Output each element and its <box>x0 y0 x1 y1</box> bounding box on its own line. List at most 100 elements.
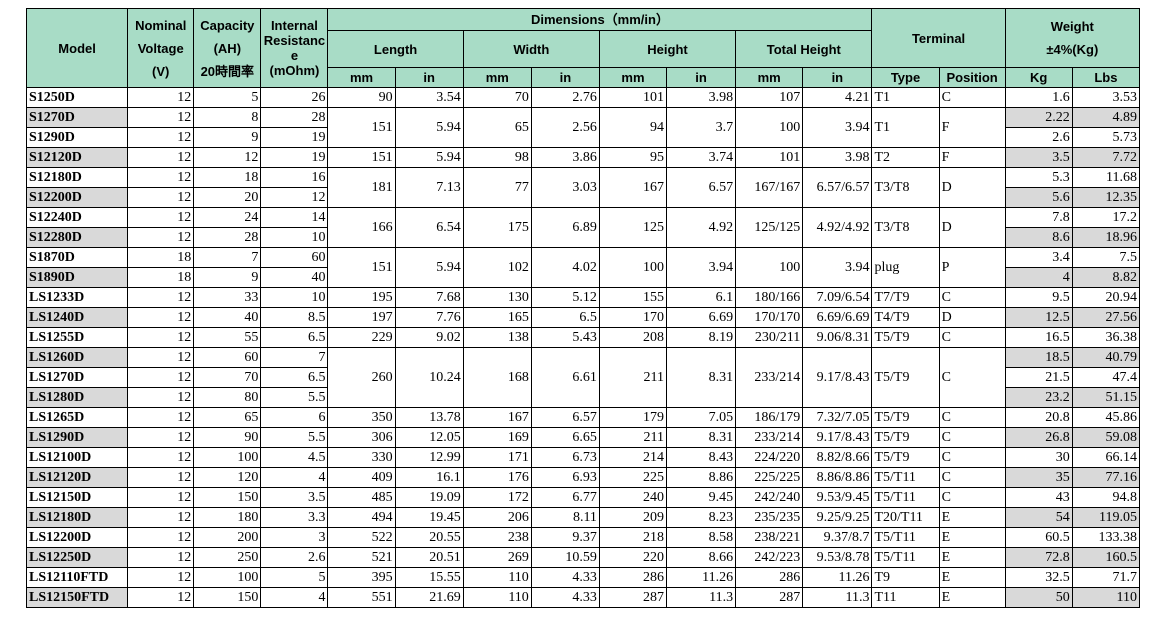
table-row: LS1280D 12 80 5.5 23.2 51.15 <box>25 387 1141 408</box>
cell-total-height-mm: 233/214 <box>735 427 804 448</box>
cell-width-in: 6.93 <box>530 467 600 488</box>
cell-total-height-mm: 242/240 <box>735 487 804 508</box>
cell-width-mm: 172 <box>462 487 532 508</box>
cell-model: LS12110FTD <box>25 567 129 588</box>
cell-total-height-mm: 242/223 <box>735 547 804 568</box>
header-capacity-line1: Capacity <box>200 17 255 33</box>
cell-width-in: 4.02 <box>530 247 600 288</box>
cell-width-mm: 171 <box>462 447 532 468</box>
cell-width-in: 6.73 <box>530 447 600 468</box>
cell-capacity: 9 <box>193 127 262 148</box>
cell-model: S1290D <box>25 127 129 148</box>
cell-resistance: 26 <box>260 87 329 108</box>
cell-width-in: 6.57 <box>530 407 600 428</box>
cell-height-in: 3.98 <box>666 87 737 108</box>
cell-model: LS1290D <box>25 427 129 448</box>
cell-length-mm: 350 <box>327 407 396 428</box>
cell-width-mm: 65 <box>462 107 532 148</box>
cell-terminal-position: C <box>938 327 1006 348</box>
cell-capacity: 7 <box>193 247 262 268</box>
cell-resistance: 28 <box>260 107 329 128</box>
cell-model: S1270D <box>25 107 129 128</box>
cell-terminal-type: T5/T11 <box>871 547 940 568</box>
cell-width-in: 4.33 <box>530 587 600 608</box>
cell-length-mm: 260 <box>327 347 396 408</box>
battery-spec-table: Model Nominal Voltage (V) Capacity (AH) … <box>25 8 1141 608</box>
cell-model: LS1270D <box>25 367 129 388</box>
cell-voltage: 12 <box>127 487 195 508</box>
table-row: S1870D 18 7 60 151 5.94 102 4.02 100 3.94 100 3.94 p… <box>25 247 1141 288</box>
cell-weight-kg: 60.5 <box>1004 527 1073 548</box>
cell-weight-kg: 30 <box>1004 447 1073 468</box>
cell-total-height-in: 8.86/8.86 <box>802 467 873 488</box>
cell-terminal-type: T20/T11 <box>871 507 940 528</box>
header-weight-line1: Weight <box>1050 19 1094 34</box>
cell-weight-lbs: 12.35 <box>1071 187 1141 208</box>
cell-terminal-position: D <box>938 307 1006 328</box>
cell-model: LS12250D <box>25 547 129 568</box>
cell-voltage: 12 <box>127 567 195 588</box>
cell-weight-kg: 9.5 <box>1004 287 1073 308</box>
header-weight-kg: Kg <box>1004 67 1073 88</box>
table-row: LS12250D 12 250 2.6 521 20.51 269 10.59 220 8.66 2… <box>25 547 1141 568</box>
cell-length-in: 19.45 <box>394 507 464 528</box>
cell-width-mm: 70 <box>462 87 532 108</box>
cell-weight-kg: 3.4 <box>1004 247 1073 268</box>
table-row: LS1255D 12 55 6.5 229 9.02 138 5.43 208 8.19 230/2… <box>25 327 1141 348</box>
cell-height-in: 6.57 <box>666 167 737 208</box>
header-voltage-line3: (V) <box>152 63 170 79</box>
cell-capacity: 100 <box>193 447 262 468</box>
cell-total-height-mm: 125/125 <box>735 207 804 248</box>
table-header: Model Nominal Voltage (V) Capacity (AH) … <box>25 8 1141 88</box>
cell-height-in: 6.69 <box>666 307 737 328</box>
cell-weight-kg: 72.8 <box>1004 547 1073 568</box>
cell-voltage: 12 <box>127 587 195 608</box>
cell-length-mm: 395 <box>327 567 396 588</box>
cell-total-height-in: 8.82/8.66 <box>802 447 873 468</box>
cell-total-height-in: 7.09/6.54 <box>802 287 873 308</box>
cell-length-in: 19.09 <box>394 487 464 508</box>
table-row: LS12180D 12 180 3.3 494 19.45 206 8.11 209 8.23 23… <box>25 507 1141 528</box>
cell-total-height-mm: 233/214 <box>735 347 804 408</box>
cell-resistance: 4.5 <box>260 447 329 468</box>
table-row: LS12120D 12 120 4 409 16.1 176 6.93 225 8.86 225/2… <box>25 467 1141 488</box>
cell-model: LS12120D <box>25 467 129 488</box>
header-total-height-mm: mm <box>735 67 804 88</box>
cell-total-height-mm: 287 <box>735 587 804 608</box>
cell-terminal-position: F <box>938 107 1006 148</box>
cell-total-height-mm: 235/235 <box>735 507 804 528</box>
table-body: S1250D 12 5 26 90 3.54 70 2.76 101 3.98 107 4.21 T1 C… <box>25 87 1141 608</box>
cell-model: S12280D <box>25 227 129 248</box>
cell-weight-lbs: 133.38 <box>1071 527 1141 548</box>
cell-resistance: 3 <box>260 527 329 548</box>
cell-weight-lbs: 40.79 <box>1071 347 1141 368</box>
cell-terminal-type: T5/T9 <box>871 327 940 348</box>
cell-length-in: 20.55 <box>394 527 464 548</box>
cell-weight-lbs: 51.15 <box>1071 387 1141 408</box>
cell-length-in: 12.05 <box>394 427 464 448</box>
cell-width-mm: 138 <box>462 327 532 348</box>
cell-total-height-in: 4.92/4.92 <box>802 207 873 248</box>
cell-terminal-type: T1 <box>871 107 940 148</box>
cell-total-height-in: 9.53/9.45 <box>802 487 873 508</box>
cell-length-in: 7.76 <box>394 307 464 328</box>
cell-height-in: 8.31 <box>666 347 737 408</box>
cell-height-mm: 167 <box>598 167 668 208</box>
cell-weight-kg: 50 <box>1004 587 1073 608</box>
header-weight-line2: ±4%(Kg) <box>1046 42 1099 57</box>
cell-height-in: 6.1 <box>666 287 737 308</box>
cell-terminal-type: T5/T9 <box>871 427 940 448</box>
cell-length-mm: 166 <box>327 207 396 248</box>
cell-width-in: 6.89 <box>530 207 600 248</box>
table-row: LS1240D 12 40 8.5 197 7.76 165 6.5 170 6.69 170/17… <box>25 307 1141 328</box>
cell-height-in: 4.92 <box>666 207 737 248</box>
cell-weight-kg: 5.3 <box>1004 167 1073 188</box>
cell-terminal-position: E <box>938 527 1006 548</box>
cell-terminal-type: T5/T11 <box>871 487 940 508</box>
cell-length-in: 3.54 <box>394 87 464 108</box>
cell-terminal-type: T5/T11 <box>871 527 940 548</box>
cell-total-height-mm: 100 <box>735 247 804 288</box>
cell-width-mm: 167 <box>462 407 532 428</box>
cell-capacity: 40 <box>193 307 262 328</box>
cell-model: LS12150D <box>25 487 129 508</box>
